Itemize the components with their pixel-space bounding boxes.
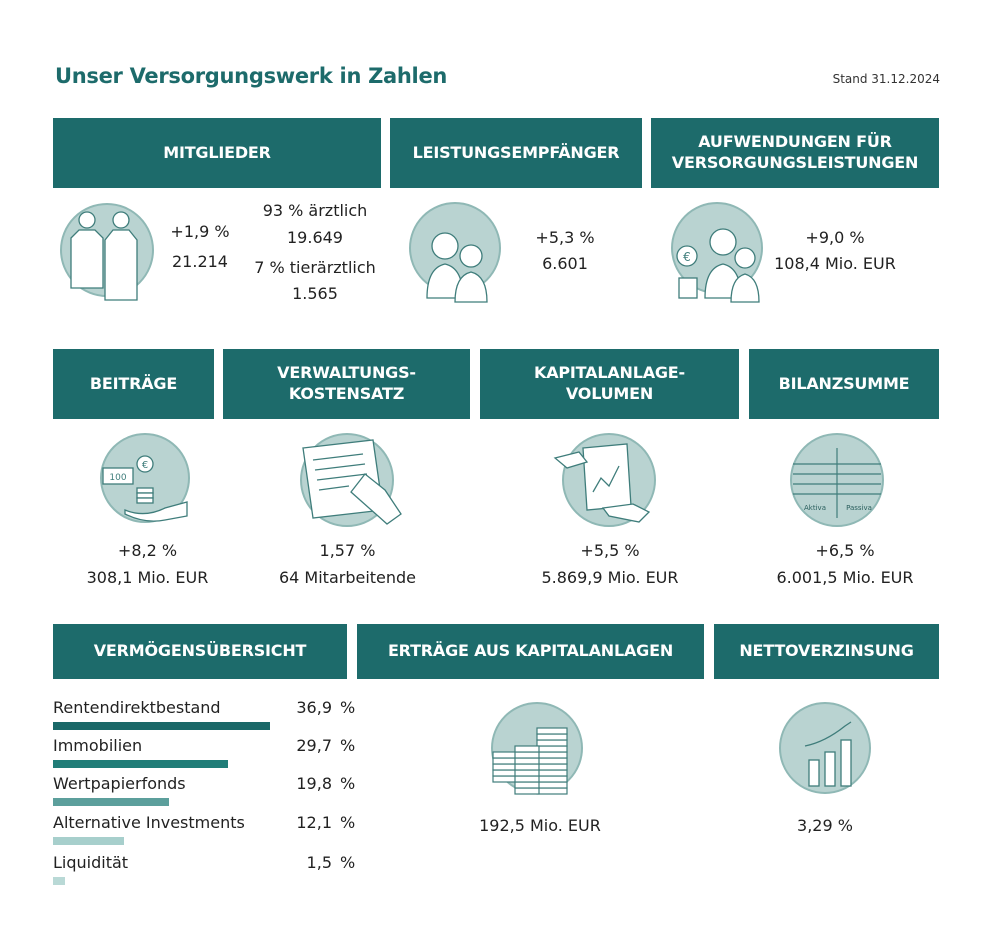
- header-line: VOLUMEN: [565, 384, 654, 403]
- passiva-label: Passiva: [846, 504, 872, 512]
- bilanz-change: +6,5 %: [815, 541, 875, 560]
- beitraege-change: +8,2 %: [117, 541, 178, 560]
- mitglieder-tieraerztlich-count: 1.565: [292, 284, 338, 303]
- header-bilanzsumme: BILANZSUMME: [749, 349, 939, 419]
- doctors-icon: [60, 203, 154, 301]
- svg-text:100: 100: [109, 473, 126, 483]
- aufwendungen-change: +9,0 %: [805, 228, 865, 247]
- bar-unit: %: [340, 853, 356, 872]
- elderly-euro-icon: €: [671, 202, 763, 303]
- header-vermoegensuebersicht: VERMÖGENSÜBERSICHT: [53, 624, 347, 679]
- bar-unit: %: [340, 774, 356, 793]
- bar-label: Liquidität: [53, 853, 129, 872]
- page-title: Unser Versorgungswerk in Zahlen: [55, 64, 448, 88]
- bar-label: Alternative Investments: [53, 813, 245, 832]
- ertraege-total: 192,5 Mio. EUR: [479, 816, 601, 835]
- svg-text:€: €: [142, 460, 148, 471]
- beitraege-total: 308,1 Mio. EUR: [86, 568, 209, 587]
- verwaltung-kostensatz: 1,57 %: [319, 541, 376, 560]
- bar-label: Wertpapierfonds: [53, 774, 186, 793]
- header-beitraege: BEITRÄGE: [53, 349, 214, 419]
- header-aufwendungen: AUFWENDUNGEN FÜR VERSORGUNGSLEISTUNGEN: [651, 118, 939, 188]
- bar-value: 36,9: [296, 698, 332, 717]
- elderly-couple-icon: [409, 202, 501, 303]
- date-stamp: Stand 31.12.2024: [832, 72, 940, 86]
- mitglieder-aerztlich-share: 93 % ärztlich: [262, 201, 368, 220]
- header-kapitalanlagevolumen: KAPITALANLAGE- VOLUMEN: [480, 349, 739, 419]
- growth-chart-icon: [779, 702, 871, 794]
- bar-value: 1,5: [306, 853, 332, 872]
- header-verwaltungskostensatz: VERWALTUNGS- KOSTENSATZ: [223, 349, 470, 419]
- bar-unit: %: [340, 813, 356, 832]
- bar: [53, 760, 228, 768]
- bar-label: Rentendirektbestand: [53, 698, 221, 717]
- kapital-change: +5,5 %: [580, 541, 640, 560]
- bilanz-total: 6.001,5 Mio. EUR: [776, 568, 914, 587]
- bar: [53, 877, 65, 885]
- bar-unit: %: [340, 698, 356, 717]
- writing-hand-icon: [300, 433, 402, 527]
- mitglieder-tieraerztlich-share: 7 % tierärztlich: [254, 258, 376, 277]
- header-leistungsempfaenger: LEISTUNGSEMPFÄNGER: [390, 118, 642, 188]
- coin-stacks-icon: [491, 702, 583, 795]
- kapital-total: 5.869,9 Mio. EUR: [541, 568, 679, 587]
- bar-value: 19,8: [296, 774, 332, 793]
- header-line: KAPITALANLAGE-: [534, 363, 685, 383]
- balance-sheet-icon: Aktiva Passiva: [790, 433, 884, 527]
- bar-value: 29,7: [296, 736, 332, 755]
- bar: [53, 837, 125, 845]
- header-ertraege: ERTRÄGE AUS KAPITALANLAGEN: [357, 624, 704, 679]
- bar-unit: %: [340, 736, 356, 755]
- bar-label: Immobilien: [53, 736, 143, 755]
- money-hand-icon: 100 €: [100, 433, 190, 523]
- mitglieder-aerztlich-count: 19.649: [287, 228, 343, 247]
- leistung-change: +5,3 %: [535, 228, 595, 247]
- header-nettoverzinsung: NETTOVERZINSUNG: [714, 624, 939, 679]
- leistung-total: 6.601: [542, 254, 588, 273]
- bar: [53, 798, 170, 806]
- svg-text:€: €: [683, 250, 691, 264]
- header-line: AUFWENDUNGEN FÜR: [698, 132, 892, 152]
- bar: [53, 722, 270, 730]
- aktiva-label: Aktiva: [804, 504, 826, 512]
- header-line: KOSTENSATZ: [288, 384, 405, 403]
- netto-total: 3,29 %: [797, 816, 853, 835]
- header-line: VERWALTUNGS-: [277, 363, 416, 383]
- verwaltung-mitarbeitende: 64 Mitarbeitende: [278, 568, 417, 587]
- mitglieder-change: +1,9 %: [170, 222, 230, 241]
- chart-document-icon: [553, 433, 656, 527]
- header-line: VERSORGUNGSLEISTUNGEN: [671, 153, 919, 172]
- aufwendungen-total: 108,4 Mio. EUR: [774, 254, 896, 273]
- bar-value: 12,1: [296, 813, 332, 832]
- mitglieder-total: 21.214: [172, 252, 228, 271]
- header-mitglieder: MITGLIEDER: [53, 118, 381, 188]
